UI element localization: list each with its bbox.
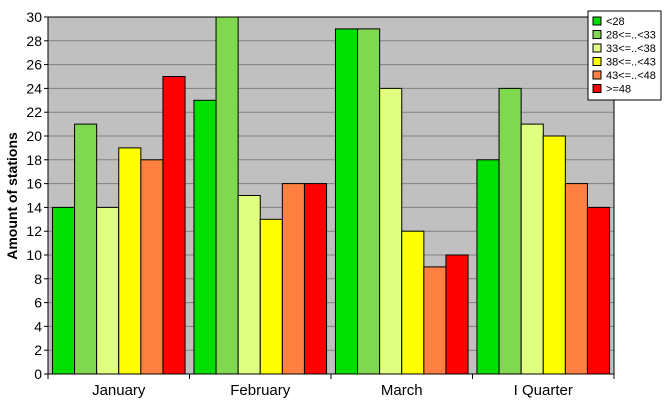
y-tick-label: 0 — [34, 366, 42, 382]
y-axis-label: Amount of stations — [4, 132, 20, 260]
y-tick-label: 22 — [26, 104, 42, 120]
x-axis: January February March I Quarter — [47, 374, 615, 399]
bar — [542, 135, 566, 375]
legend-swatch — [592, 70, 602, 80]
bar — [564, 183, 588, 375]
bar — [237, 195, 261, 375]
category-label: January — [92, 382, 146, 399]
legend-entry: 38<=..<43 — [606, 57, 656, 69]
y-tick-label: 8 — [34, 271, 42, 287]
y-tick-label: 6 — [34, 295, 42, 311]
y-tick-label: 26 — [26, 57, 42, 73]
y-tick-label: 16 — [26, 176, 42, 192]
legend-entry: >=48 — [606, 84, 631, 96]
legend-swatch — [592, 57, 602, 66]
bar — [303, 183, 328, 375]
y-tick-label: 28 — [26, 33, 42, 49]
bar — [281, 183, 305, 375]
bar — [140, 159, 164, 375]
legend-entry: <28 — [606, 16, 625, 28]
bar — [520, 123, 544, 375]
y-tick-label: 12 — [26, 223, 42, 239]
y-tick-label: 20 — [26, 128, 42, 144]
bar — [215, 16, 239, 375]
bar — [162, 76, 186, 375]
y-tick-label: 18 — [26, 152, 42, 168]
category-label: February — [230, 382, 291, 399]
y-tick-label: 24 — [26, 80, 42, 96]
bar — [118, 147, 142, 375]
bar — [423, 266, 447, 375]
legend-swatch — [592, 84, 602, 93]
y-tick-label: 14 — [26, 199, 42, 215]
bar — [401, 230, 425, 375]
bar — [96, 206, 120, 375]
category-label: I Quarter — [514, 382, 573, 399]
bar — [334, 28, 359, 375]
bar — [74, 123, 98, 375]
bar — [498, 87, 522, 375]
bar — [51, 206, 76, 375]
bar — [476, 159, 500, 375]
category-label: March — [381, 382, 423, 399]
bar — [586, 206, 611, 375]
y-tick-label: 10 — [26, 247, 42, 263]
y-tick-label: 4 — [34, 318, 42, 334]
legend-entry: 43<=..<48 — [606, 70, 656, 82]
bar — [379, 87, 403, 375]
y-tick-label: 30 — [26, 9, 42, 25]
legend-swatch — [592, 16, 602, 26]
legend-swatch — [592, 43, 602, 53]
bar — [357, 28, 381, 375]
legend-entry: 28<=..<33 — [606, 30, 656, 42]
legend-swatch — [592, 30, 602, 39]
legend-entry: 33<=..<38 — [606, 43, 656, 55]
bar — [259, 218, 283, 375]
bar — [193, 99, 217, 375]
y-tick-label: 2 — [34, 342, 42, 358]
bar — [445, 254, 469, 375]
